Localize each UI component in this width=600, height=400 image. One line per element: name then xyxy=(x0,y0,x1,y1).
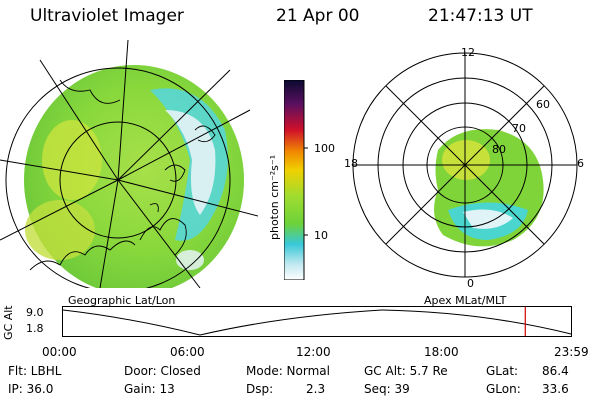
glon-label: GLon: xyxy=(486,382,521,396)
timeline-xtick-1800: 18:00 xyxy=(424,345,459,359)
gc-alt-readout: GC Alt: 5.7 Re xyxy=(364,364,448,378)
colorbar-unit-label: photon cm⁻²s⁻¹ xyxy=(268,154,281,240)
timeline-ytick-max: 9.0 xyxy=(26,306,44,319)
glat-value: 86.4 xyxy=(542,364,569,378)
mlt-label-6: 6 xyxy=(577,157,584,170)
seq-readout: Seq: 39 xyxy=(364,382,410,396)
glat-label: GLat: xyxy=(486,364,519,378)
timeline-xtick-2359: 23:59 xyxy=(554,345,589,359)
polar-panel-caption: Apex MLat/MLT xyxy=(424,294,507,307)
filter-readout: Flt: LBHL xyxy=(8,364,62,378)
mlt-label-12: 12 xyxy=(461,46,475,59)
instrument-title: Ultraviolet Imager xyxy=(30,6,184,26)
polar-mlat-mlt-plot xyxy=(352,52,578,278)
mlt-label-0: 0 xyxy=(467,277,474,290)
timeline-xtick-1200: 12:00 xyxy=(296,345,331,359)
timeline-ytick-min: 1.8 xyxy=(26,322,44,335)
intensity-colorbar xyxy=(284,80,308,280)
colorbar-tick-10: 10 xyxy=(314,229,328,242)
mlat-label-80: 80 xyxy=(492,143,506,156)
altitude-timeline xyxy=(62,306,572,337)
mlat-label-60: 60 xyxy=(536,98,550,111)
door-readout: Door: Closed xyxy=(124,364,201,378)
mlat-label-70: 70 xyxy=(512,122,526,135)
image-date: 21 Apr 00 xyxy=(276,6,360,26)
glon-value: 33.6 xyxy=(542,382,569,396)
dsp-label: Dsp: xyxy=(246,382,274,396)
timeline-axis-label: GC Alt xyxy=(2,305,15,340)
timeline-xtick-0000: 00:00 xyxy=(42,345,77,359)
image-time: 21:47:13 UT xyxy=(428,6,533,26)
colorbar-tick-100: 100 xyxy=(314,142,335,155)
ip-readout: IP: 36.0 xyxy=(8,382,54,396)
timeline-xtick-0600: 06:00 xyxy=(170,345,205,359)
gain-readout: Gain: 13 xyxy=(124,382,175,396)
dsp-value: 2.3 xyxy=(306,382,326,396)
mode-readout: Mode: Normal xyxy=(246,364,330,378)
geographic-auroral-image xyxy=(0,40,258,288)
altitude-curve xyxy=(62,309,572,336)
mlt-label-18: 18 xyxy=(344,157,358,170)
geo-panel-caption: Geographic Lat/Lon xyxy=(68,294,176,307)
